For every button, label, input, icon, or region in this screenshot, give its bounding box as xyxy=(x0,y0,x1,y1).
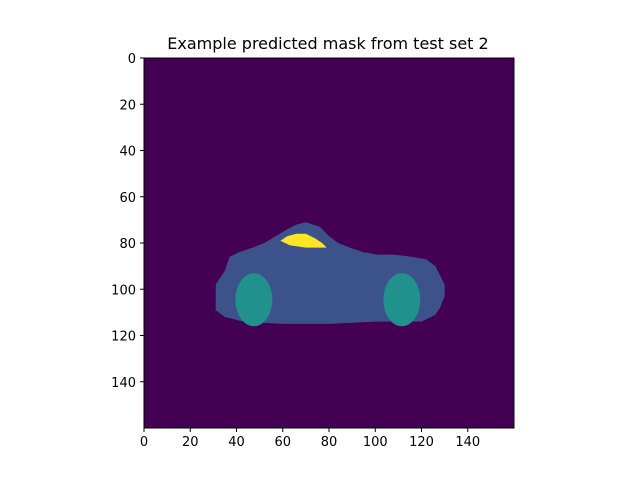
y-tick-label: 40 xyxy=(119,145,136,160)
mask-window xyxy=(280,233,327,248)
x-tick-label: 80 xyxy=(321,435,338,450)
axes: 0 20 40 60 80 100 120 140 0 20 40 60 80 100 120 140 xyxy=(111,52,515,450)
y-tick-label: 20 xyxy=(119,98,136,113)
y-tick-label: 120 xyxy=(111,330,136,345)
x-tick-label: 60 xyxy=(274,435,291,450)
chart-title: Example predicted mask from test set 2 xyxy=(167,34,488,53)
mask-wheel-left xyxy=(235,273,273,327)
x-tick-label: 40 xyxy=(228,435,245,450)
x-tick-label: 140 xyxy=(455,435,480,450)
x-tick-label: 0 xyxy=(140,435,148,450)
x-tick-label: 100 xyxy=(363,435,388,450)
y-tick-label: 0 xyxy=(128,52,136,67)
y-tick-label: 140 xyxy=(111,376,136,391)
x-tick-label: 20 xyxy=(182,435,199,450)
x-tick-label: 120 xyxy=(409,435,434,450)
y-tick-label: 60 xyxy=(119,191,136,206)
plot-area xyxy=(144,58,514,428)
y-tick-label: 100 xyxy=(111,283,136,298)
y-tick-label: 80 xyxy=(119,237,136,252)
mask-wheel-right xyxy=(383,273,421,327)
